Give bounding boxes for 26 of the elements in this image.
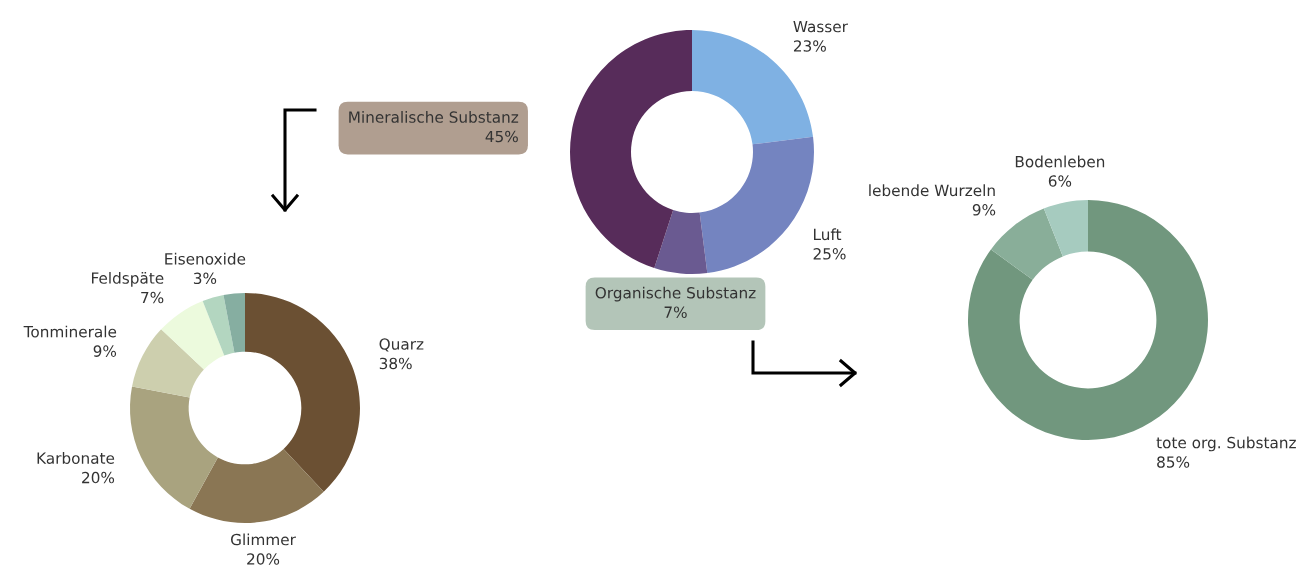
slice-label: Tonminerale xyxy=(23,325,117,338)
slice-label: Eisenoxide xyxy=(165,252,246,265)
data-label: 9% xyxy=(972,204,996,216)
data-label: 20% xyxy=(82,471,115,484)
slice-label: Karbonate xyxy=(37,452,115,464)
data-label: 9% xyxy=(93,345,117,357)
data-label: 38% xyxy=(379,357,412,370)
data-label: 7% xyxy=(664,306,687,318)
slice-label: Feldspäte xyxy=(92,272,164,287)
data-label: 3% xyxy=(193,272,217,285)
data-label: 23% xyxy=(793,40,826,52)
slice-label: Mineralische Substanz xyxy=(349,111,519,123)
slice-label: Wasser xyxy=(793,20,848,33)
slice-label: tote org. Substanz xyxy=(1156,436,1296,452)
slice-label: Quarz xyxy=(379,338,424,352)
data-label: 25% xyxy=(813,248,846,260)
slice-label: Organische Substanz xyxy=(595,286,756,302)
data-label: 6% xyxy=(1048,175,1072,187)
slice-label: Glimmer xyxy=(230,533,296,546)
slice-label: Bodenleben xyxy=(1015,155,1105,168)
data-label: 45% xyxy=(485,130,518,143)
data-label: 20% xyxy=(247,553,280,565)
slice-label: Luft xyxy=(814,228,842,241)
slice-label: lebende Wurzeln xyxy=(869,184,995,197)
data-label: 7% xyxy=(141,291,164,304)
data-label: 85% xyxy=(1157,456,1190,468)
